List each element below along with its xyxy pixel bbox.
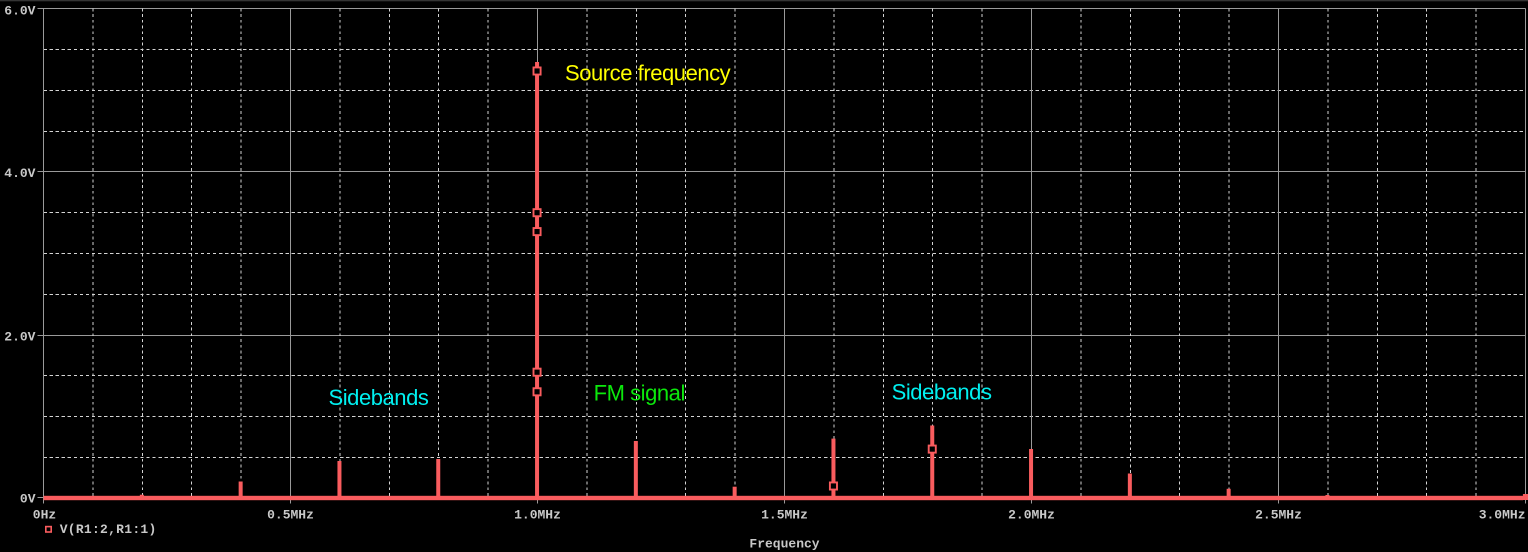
svg-text:Frequency: Frequency: [749, 536, 819, 551]
svg-text:2.0MHz: 2.0MHz: [1008, 507, 1055, 522]
svg-text:0V: 0V: [20, 492, 36, 507]
svg-text:Source frequency: Source frequency: [565, 61, 731, 86]
svg-text:Sidebands: Sidebands: [892, 379, 992, 404]
svg-text:2.0V: 2.0V: [4, 329, 35, 344]
svg-text:0Hz: 0Hz: [33, 507, 56, 522]
svg-text:Sidebands: Sidebands: [329, 385, 429, 410]
svg-text:V(R1:2,R1:1): V(R1:2,R1:1): [60, 522, 157, 537]
svg-text:4.0V: 4.0V: [4, 166, 35, 181]
svg-text:3.0MHz: 3.0MHz: [1479, 507, 1526, 522]
svg-text:FM signal: FM signal: [594, 381, 685, 406]
svg-text:1.5MHz: 1.5MHz: [761, 507, 808, 522]
svg-text:2.5MHz: 2.5MHz: [1255, 507, 1302, 522]
svg-text:1.0MHz: 1.0MHz: [514, 507, 561, 522]
svg-text:0.5MHz: 0.5MHz: [267, 507, 314, 522]
svg-text:6.0V: 6.0V: [4, 3, 35, 18]
